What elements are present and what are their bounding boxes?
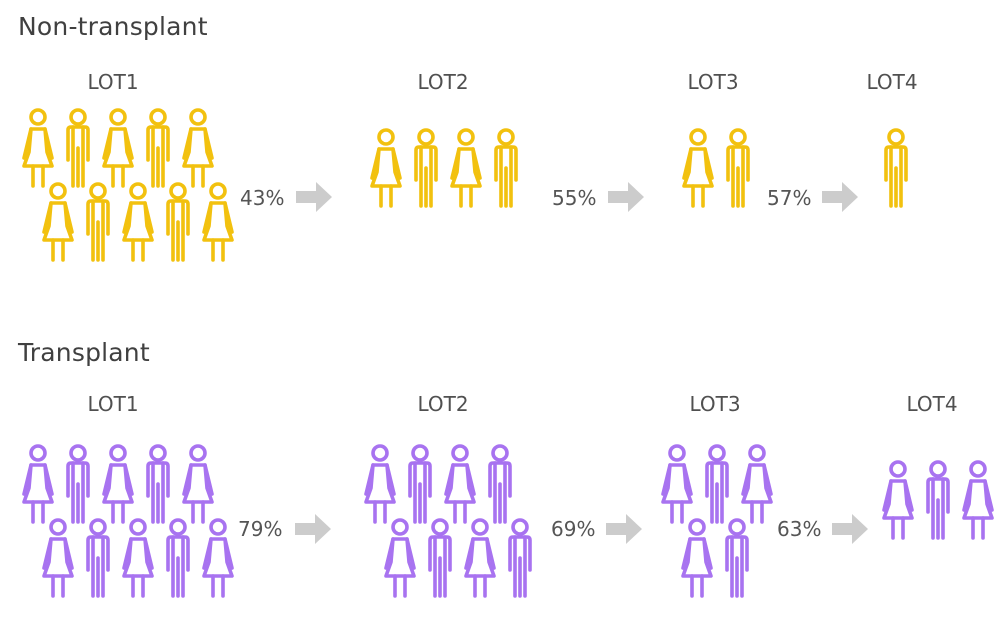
person-male-icon [720, 128, 756, 208]
person-male-icon [920, 460, 956, 540]
person-female-icon [448, 128, 484, 208]
person-female-icon [960, 460, 996, 540]
person-female-icon [120, 518, 156, 598]
lot-label: LOT1 [87, 392, 139, 416]
person-female-icon [880, 460, 916, 540]
person-female-icon [382, 518, 418, 598]
person-female-icon [368, 128, 404, 208]
person-female-icon [40, 518, 76, 598]
person-female-icon [180, 108, 216, 188]
person-female-icon [462, 518, 498, 598]
lot-label: LOT4 [906, 392, 958, 416]
person-female-icon [679, 518, 715, 598]
arrow-right-icon [822, 182, 858, 212]
person-female-icon [20, 108, 56, 188]
person-female-icon [659, 444, 695, 524]
lot-label: LOT3 [689, 392, 741, 416]
person-male-icon [408, 128, 444, 208]
arrow-right-icon [608, 182, 644, 212]
transition-percent: 55% [552, 186, 597, 210]
person-female-icon [680, 128, 716, 208]
transition-percent: 79% [238, 517, 283, 541]
lot-label: LOT2 [417, 392, 469, 416]
person-male-icon [502, 518, 538, 598]
person-female-icon [100, 444, 136, 524]
person-male-icon [60, 108, 96, 188]
person-male-icon [719, 518, 755, 598]
person-male-icon [878, 128, 914, 208]
transition-percent: 43% [240, 186, 285, 210]
lot-label: LOT4 [866, 70, 918, 94]
person-male-icon [699, 444, 735, 524]
person-female-icon [739, 444, 775, 524]
person-male-icon [422, 518, 458, 598]
person-female-icon [40, 182, 76, 262]
section-title-non-transplant: Non-transplant [18, 12, 208, 41]
person-female-icon [200, 518, 236, 598]
section-title-transplant: Transplant [18, 338, 150, 367]
person-male-icon [402, 444, 438, 524]
person-female-icon [362, 444, 398, 524]
person-male-icon [488, 128, 524, 208]
person-female-icon [200, 182, 236, 262]
person-male-icon [60, 444, 96, 524]
person-male-icon [140, 108, 176, 188]
arrow-right-icon [296, 182, 332, 212]
person-male-icon [160, 182, 196, 262]
lot-label: LOT2 [417, 70, 469, 94]
person-male-icon [80, 518, 116, 598]
person-female-icon [442, 444, 478, 524]
arrow-right-icon [606, 514, 642, 544]
person-male-icon [160, 518, 196, 598]
transition-percent: 57% [767, 186, 812, 210]
person-male-icon [80, 182, 116, 262]
lot-label: LOT1 [87, 70, 139, 94]
transition-percent: 69% [551, 517, 596, 541]
arrow-right-icon [295, 514, 331, 544]
person-male-icon [140, 444, 176, 524]
person-female-icon [120, 182, 156, 262]
lot-label: LOT3 [687, 70, 739, 94]
person-female-icon [180, 444, 216, 524]
person-female-icon [100, 108, 136, 188]
transition-percent: 63% [777, 517, 822, 541]
person-female-icon [20, 444, 56, 524]
person-male-icon [482, 444, 518, 524]
arrow-right-icon [832, 514, 868, 544]
